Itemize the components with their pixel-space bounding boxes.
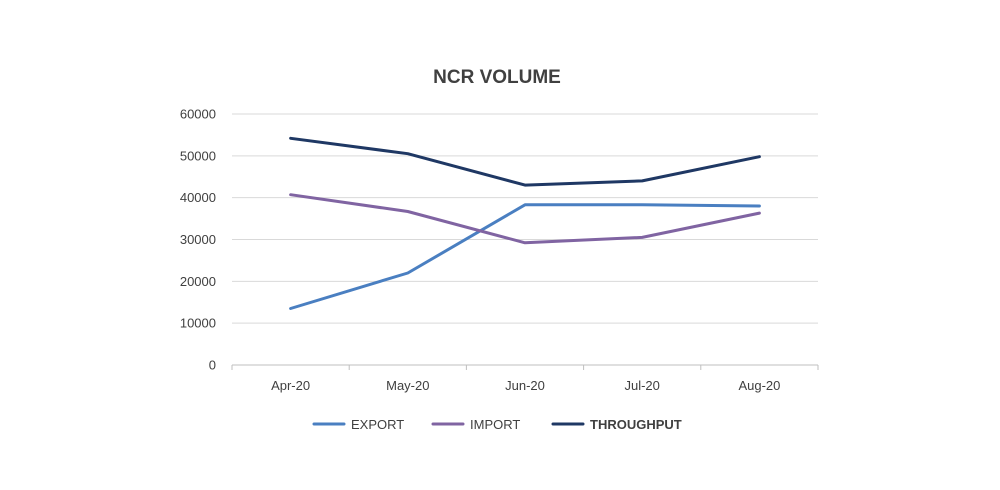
x-tick-label: May-20 — [386, 378, 429, 393]
legend: EXPORT IMPORT THROUGHPUT — [312, 417, 682, 432]
legend-label-export: EXPORT — [351, 417, 404, 432]
series-line-export — [289, 203, 761, 310]
y-tick-label: 50000 — [180, 148, 216, 163]
y-tick-label: 60000 — [180, 107, 216, 122]
x-tick-label: Jun-20 — [505, 378, 545, 393]
x-tick-label: Apr-20 — [271, 378, 310, 393]
series-line-import — [289, 193, 761, 245]
y-tick-label: 0 — [209, 358, 216, 373]
legend-label-throughput: THROUGHPUT — [590, 417, 682, 432]
legend-label-import: IMPORT — [470, 417, 520, 432]
gridlines — [232, 113, 818, 324]
y-tick-label: 40000 — [180, 190, 216, 205]
y-tick-label: 20000 — [180, 274, 216, 289]
x-tick-label: Jul-20 — [624, 378, 659, 393]
x-tick-label: Aug-20 — [738, 378, 780, 393]
y-tick-label: 30000 — [180, 232, 216, 247]
series-lines — [289, 136, 761, 310]
y-tick-label: 10000 — [180, 316, 216, 331]
series-line-throughput — [289, 136, 761, 187]
y-axis-ticks: 0 10000 20000 30000 40000 50000 60000 — [180, 107, 216, 373]
chart-title: NCR VOLUME — [433, 67, 561, 88]
axes — [231, 364, 819, 370]
x-axis-ticks: Apr-20 May-20 Jun-20 Jul-20 Aug-20 — [271, 378, 780, 393]
